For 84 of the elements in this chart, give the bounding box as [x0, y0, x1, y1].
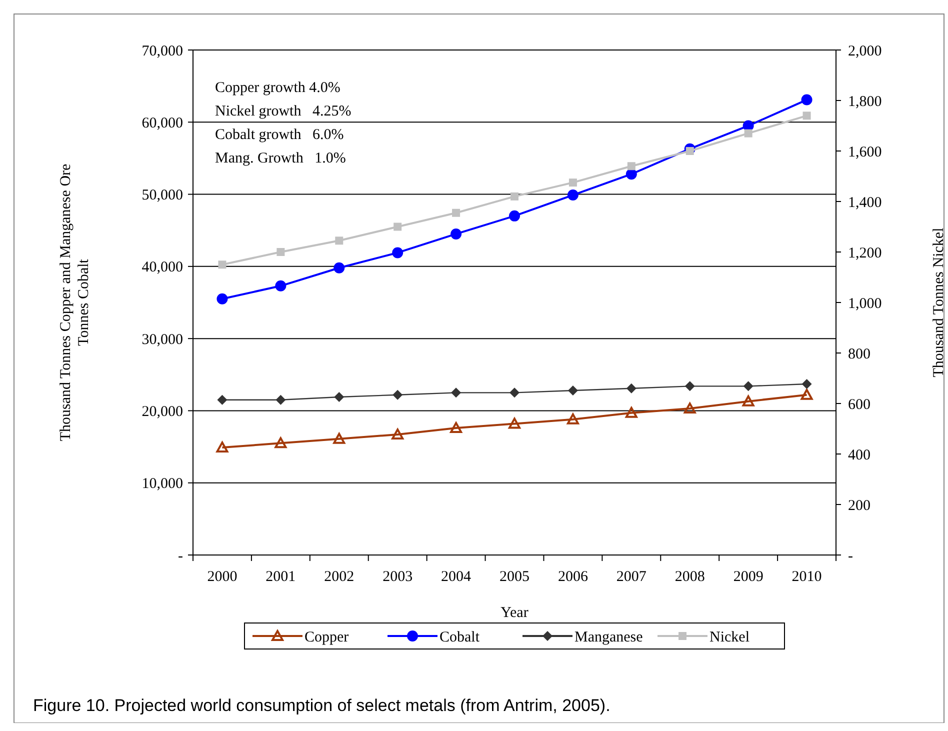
point	[801, 94, 812, 106]
annotation: Mang. Growth 1.0%	[215, 150, 346, 166]
point	[276, 248, 285, 256]
point	[744, 129, 752, 138]
point	[800, 388, 813, 400]
y-tick-label: 20,000	[142, 404, 183, 420]
point	[742, 395, 754, 406]
y2-tick-label: 1,200	[848, 245, 882, 262]
x-axis-title: Year	[500, 605, 528, 621]
x-tick-label: 2004	[441, 569, 472, 585]
point	[452, 208, 460, 217]
y2-tick-label: 400	[848, 447, 870, 464]
caption: Figure 10. Projected world consumption of select metals (from Antrim, 2005).	[33, 696, 610, 715]
point	[450, 228, 462, 240]
point	[392, 390, 403, 400]
point	[626, 383, 636, 394]
point	[334, 392, 344, 402]
y-tick-label: 30,000	[142, 332, 183, 348]
point	[627, 162, 636, 170]
point	[276, 394, 286, 405]
point	[333, 432, 346, 444]
legend-label: Manganese	[574, 629, 644, 646]
legend-label: Cobalt	[440, 629, 480, 646]
x-tick-label: 2006	[558, 569, 588, 585]
x-tick-label: 2005	[500, 569, 530, 585]
point	[216, 442, 228, 453]
y2-tick-label: 1,600	[848, 144, 882, 160]
y2-tick-label: -	[848, 548, 853, 564]
y-tick-label: 40,000	[142, 260, 183, 276]
point	[686, 147, 694, 155]
point	[334, 262, 345, 274]
point	[394, 222, 402, 231]
point	[566, 413, 579, 424]
point	[274, 437, 287, 448]
y-axis-title: Thousand Tonnes Copper and Manganese Ore Tonnes Cobalt	[58, 163, 92, 442]
point	[392, 247, 404, 258]
y2-tick-label: 800	[848, 346, 870, 362]
point	[567, 190, 578, 201]
x-tick-label: 2001	[266, 569, 296, 585]
point	[802, 112, 811, 120]
point	[625, 406, 638, 418]
point	[626, 168, 637, 180]
point	[568, 386, 578, 396]
y-tick-label: -	[178, 548, 183, 564]
point	[392, 428, 404, 440]
y-tick-label: 70,000	[142, 43, 183, 60]
x-tick-label: 2002	[324, 569, 354, 585]
x-tick-label: 2007	[616, 569, 647, 585]
y2-tick-label: 200	[848, 498, 870, 514]
point	[684, 381, 695, 392]
point	[802, 379, 812, 390]
annotation: Copper growth 4.0%	[215, 80, 340, 96]
y-tick-label: 60,000	[142, 115, 183, 132]
y2-tick-label: 1,400	[848, 194, 882, 211]
legend-label: Nickel	[710, 629, 750, 646]
annotation: Nickel growth 4.25%	[215, 104, 352, 120]
point	[217, 394, 228, 405]
legend-label: Copper	[304, 629, 349, 646]
x-tick-label: 2008	[674, 569, 705, 585]
point	[335, 236, 344, 245]
point	[508, 418, 520, 429]
point	[218, 260, 226, 269]
point	[510, 192, 518, 200]
x-tick-label: 2009	[733, 569, 764, 585]
x-tick-label: 2010	[792, 569, 822, 585]
x-tick-label: 2003	[382, 569, 413, 585]
y-tick-label: 50,000	[142, 188, 183, 204]
point	[743, 381, 754, 392]
point	[684, 402, 696, 414]
y2-tick-label: 600	[848, 396, 870, 413]
point	[451, 388, 462, 398]
point	[509, 210, 520, 222]
point	[216, 293, 228, 304]
annotation: Cobalt growth 6.0%	[215, 127, 344, 143]
point	[275, 280, 286, 292]
y2-tick-label: 1,800	[848, 94, 882, 110]
point	[568, 178, 577, 187]
y2-axis-title: Thousand Tonnes Nickel	[931, 228, 947, 378]
y-tick-label: 10,000	[142, 476, 183, 492]
x-tick-label: 2000	[207, 569, 238, 585]
y2-tick-label: 2,000	[848, 43, 882, 60]
point	[510, 388, 520, 398]
y2-tick-label: 1,000	[848, 296, 882, 312]
point	[450, 422, 462, 434]
